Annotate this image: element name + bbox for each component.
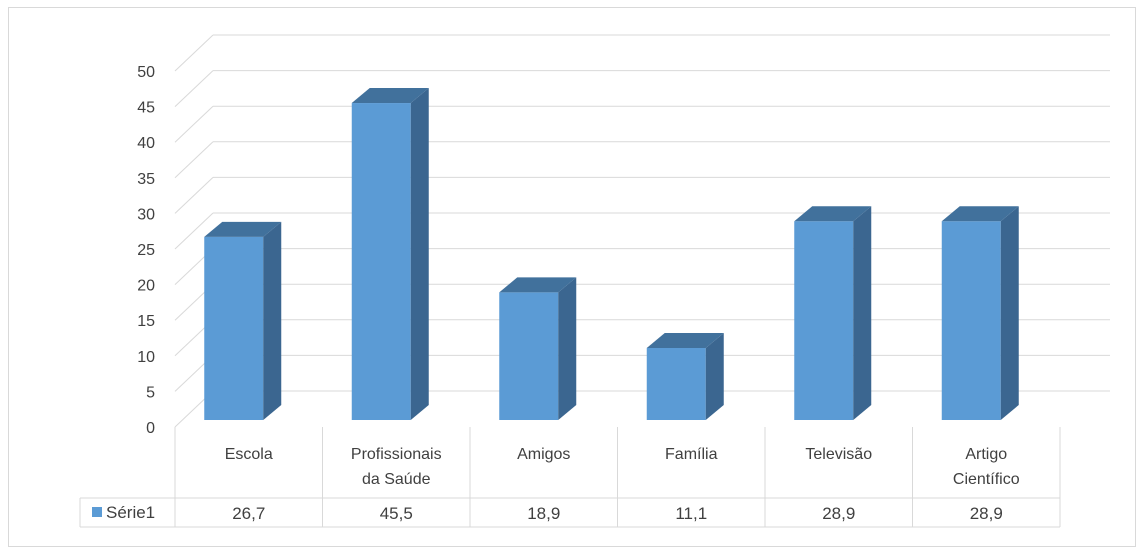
y-tick-label: 30 bbox=[137, 206, 155, 223]
bar-front bbox=[941, 221, 1001, 420]
bar-front bbox=[204, 236, 264, 420]
gridline-wall bbox=[174, 212, 214, 250]
y-tick-label: 20 bbox=[137, 278, 155, 295]
gridline-wall bbox=[174, 70, 214, 107]
gridline-wall bbox=[174, 177, 214, 214]
legend-label: Série1 bbox=[106, 503, 155, 522]
bar bbox=[941, 206, 1019, 420]
category-label: Científico bbox=[953, 471, 1020, 488]
category-label: Profissionais bbox=[351, 446, 442, 463]
bar bbox=[204, 221, 282, 420]
bar-top bbox=[204, 221, 282, 237]
legend-swatch bbox=[92, 507, 102, 517]
bar-front bbox=[499, 292, 559, 420]
y-tick-label: 0 bbox=[146, 420, 155, 437]
category-label: da Saúde bbox=[362, 471, 431, 488]
bar-front bbox=[351, 103, 411, 420]
bar bbox=[351, 88, 429, 420]
y-tick-label: 35 bbox=[137, 171, 155, 188]
category-label: Televisão bbox=[805, 446, 872, 463]
bar bbox=[499, 277, 577, 420]
category-label: Amigos bbox=[517, 446, 570, 463]
value-label: 28,9 bbox=[822, 504, 855, 523]
bar bbox=[794, 206, 872, 420]
bar-side bbox=[705, 332, 724, 420]
value-label: 26,7 bbox=[232, 504, 265, 523]
bar-side bbox=[1000, 206, 1019, 420]
gridline-wall bbox=[174, 34, 214, 72]
bar-side bbox=[558, 277, 577, 420]
bar-top bbox=[646, 332, 724, 348]
y-tick-label: 5 bbox=[146, 384, 155, 401]
bar-top bbox=[499, 277, 577, 293]
y-axis: 0 5 10 15 20 25 30 35 40 45 50 bbox=[137, 64, 155, 437]
value-label: 11,1 bbox=[675, 504, 707, 523]
y-tick-label: 40 bbox=[137, 135, 155, 152]
category-label: Artigo bbox=[965, 446, 1007, 463]
bars bbox=[204, 88, 1019, 420]
y-tick-label: 50 bbox=[137, 64, 155, 81]
y-tick-label: 45 bbox=[137, 100, 155, 117]
bar bbox=[646, 332, 724, 420]
gridline-wall bbox=[174, 141, 214, 179]
y-tick-label: 25 bbox=[137, 242, 155, 259]
gridline-wall bbox=[174, 105, 214, 143]
category-label: Escola bbox=[225, 446, 273, 463]
value-label: 28,9 bbox=[970, 504, 1003, 523]
value-label: 45,5 bbox=[380, 504, 413, 523]
y-tick-label: 15 bbox=[137, 313, 155, 330]
bar-side bbox=[853, 206, 872, 420]
data-table: Série1 Escola 26,7 Profissionais da Saúde 45,… bbox=[79, 427, 1061, 528]
y-tick-label: 10 bbox=[137, 349, 155, 366]
bar-side bbox=[410, 88, 429, 420]
bar-top bbox=[794, 206, 872, 222]
bar-side bbox=[263, 221, 282, 420]
value-label: 18,9 bbox=[527, 504, 560, 523]
bar-front bbox=[794, 221, 854, 420]
bar-top bbox=[351, 88, 429, 104]
category-label: Família bbox=[665, 446, 718, 463]
bar-top bbox=[941, 206, 1019, 222]
bar-front bbox=[646, 347, 706, 420]
